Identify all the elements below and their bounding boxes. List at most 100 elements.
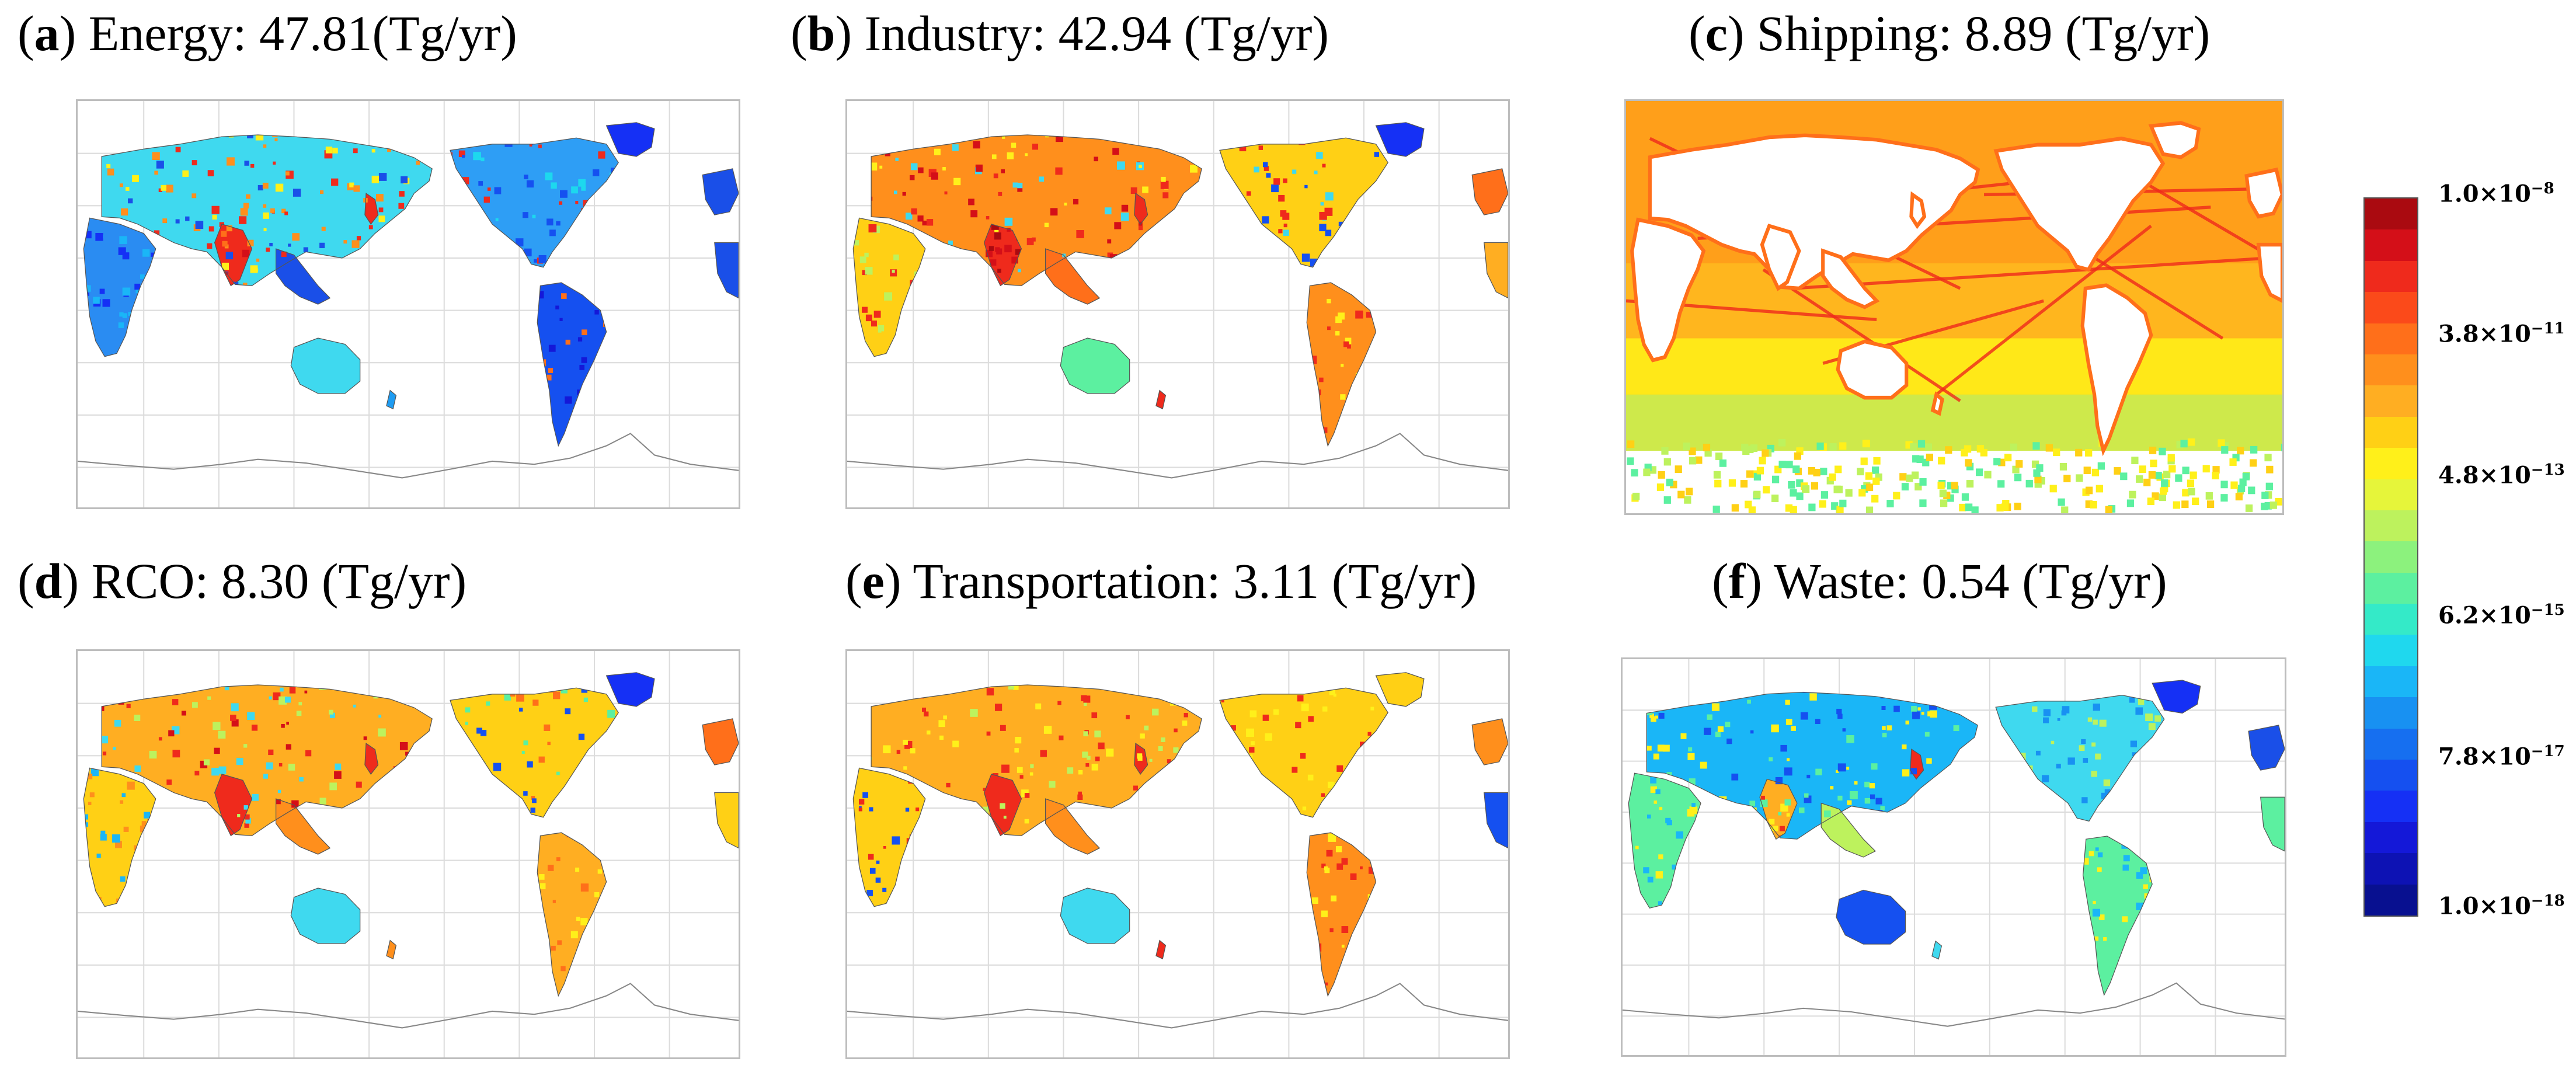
colorbar-swatch — [2365, 323, 2417, 354]
sea-ice-pixel — [1811, 482, 1819, 490]
sea-ice-pixel — [1663, 458, 1671, 466]
coastline-nz — [386, 939, 397, 960]
colorbar-swatch — [2365, 229, 2417, 261]
sea-ice-pixel — [1865, 472, 1873, 480]
sea-ice-pixel — [1839, 442, 1847, 450]
colorbar-tick-label: 3.8×10−11 — [2438, 320, 2565, 348]
sea-ice-pixel — [1945, 446, 1952, 454]
coastline-samerica — [1306, 282, 1377, 447]
coastline-india — [983, 224, 1022, 287]
landmass-greenland — [1376, 672, 1424, 706]
sea-ice-pixel — [2083, 467, 2091, 475]
landmass-greenland — [2152, 680, 2201, 713]
coastline-india — [1759, 778, 1798, 840]
panel-caption: ) Shipping: 8.89 (Tg/yr) — [1727, 5, 2211, 61]
landmass-africaR — [1484, 242, 1508, 298]
landmass-africaR — [1484, 792, 1508, 848]
sea-ice-pixel — [2250, 459, 2257, 467]
sea-ice-pixel — [2049, 485, 2057, 493]
sea-ice-pixel — [2148, 471, 2156, 479]
sea-ice-pixel — [1666, 478, 1673, 486]
sea-ice-pixel — [2015, 460, 2023, 468]
sea-ice-pixel — [1996, 504, 2004, 512]
landmass-eurasia — [102, 685, 433, 836]
sea-ice-pixel — [2175, 474, 2182, 482]
sea-ice-pixel — [1778, 461, 1786, 468]
coastline-japan — [364, 743, 379, 775]
sea-ice-pixel — [1790, 506, 1797, 513]
sea-ice-pixel — [1748, 506, 1756, 513]
sea-ice-pixel — [2095, 485, 2103, 493]
coastline-japan — [1910, 748, 1924, 780]
landmass-namerica — [1220, 138, 1388, 267]
panel-letter: e — [862, 553, 885, 609]
sea-ice-pixel — [1820, 491, 1829, 499]
landmass-seasia — [1821, 803, 1875, 857]
panel-title-d: (d) RCO: 8.30 (Tg/yr) — [18, 553, 467, 609]
sea-ice-pixel — [1857, 468, 1864, 476]
sea-ice-pixel — [1750, 444, 1758, 452]
sea-ice-pixel — [2085, 449, 2093, 457]
colorbar-swatch — [2365, 292, 2417, 323]
landmass-namerica — [450, 688, 619, 817]
sea-ice-pixel — [1959, 503, 1966, 511]
landmass-europeR — [702, 169, 739, 215]
landmass-greenland — [606, 672, 655, 706]
coastline-eurasia — [871, 684, 1202, 837]
sea-ice-pixel — [1661, 447, 1669, 455]
coastline-nz — [386, 389, 397, 410]
sea-ice-pixel — [2097, 462, 2105, 470]
landmass-eurasia — [871, 685, 1202, 836]
sea-ice-pixel — [1816, 442, 1824, 450]
sea-ice-pixel — [1938, 457, 1945, 465]
sea-ice-pixel — [1839, 499, 1847, 507]
colorbar-swatch — [2365, 572, 2417, 604]
landmass-seasia — [276, 249, 330, 304]
sea-ice-pixel — [2237, 447, 2244, 455]
sea-ice-pixel — [1684, 496, 1691, 504]
coastline-seasia — [1820, 802, 1877, 858]
panel-letter: c — [1705, 5, 1728, 61]
panel-letter: d — [34, 553, 62, 609]
sea-ice-pixel — [2188, 488, 2195, 496]
ocean-band — [1626, 394, 2282, 451]
emission-map — [1626, 101, 2282, 513]
sea-ice-pixel — [2212, 472, 2219, 479]
coastline-samerica — [537, 832, 607, 997]
sea-ice-pixel — [2091, 468, 2099, 476]
sea-ice-pixel — [1984, 471, 1992, 479]
emission-map — [78, 101, 739, 507]
coastline-greenland — [605, 122, 655, 157]
sea-ice-pixel — [1873, 457, 1881, 465]
sea-ice-pixel — [2131, 457, 2139, 465]
coastline-africa — [1628, 772, 1701, 909]
landmass-samerica — [537, 283, 607, 446]
panel-title-a: (a) Energy: 47.81(Tg/yr) — [18, 5, 517, 61]
sea-ice-pixel — [1740, 480, 1748, 488]
coastline-europeR — [1471, 718, 1508, 765]
colorbar-swatch — [2365, 760, 2417, 791]
sea-ice-pixel — [2239, 478, 2247, 486]
landmass-australia — [1060, 338, 1130, 394]
sea-ice-pixel — [1833, 485, 1841, 493]
sea-ice-pixel — [2181, 500, 2189, 509]
map-panel-c — [1624, 99, 2284, 515]
shipping-lane — [1762, 268, 1961, 402]
landmass-greenland — [606, 122, 655, 156]
sea-ice-pixel — [2281, 443, 2282, 451]
land-mask-nz — [1930, 391, 1944, 416]
sea-ice-pixel — [1728, 479, 1736, 487]
sea-ice-pixel — [1790, 489, 1797, 497]
sea-ice-pixel — [2139, 465, 2146, 474]
sea-ice-pixel — [1965, 459, 1972, 467]
panel-caption: ) Transportation: 3.11 (Tg/yr) — [884, 553, 1477, 609]
sea-ice-pixel — [1910, 443, 1917, 451]
sea-ice-pixel — [2014, 474, 2022, 482]
sea-ice-pixel — [1865, 483, 1874, 492]
sea-ice-pixel — [1975, 468, 1983, 476]
colorbar — [2363, 197, 2418, 917]
sea-ice-pixel — [2063, 475, 2071, 482]
coastline-australia — [290, 337, 361, 394]
coastline-australia — [1060, 887, 1130, 944]
landmass-australia — [291, 888, 360, 944]
